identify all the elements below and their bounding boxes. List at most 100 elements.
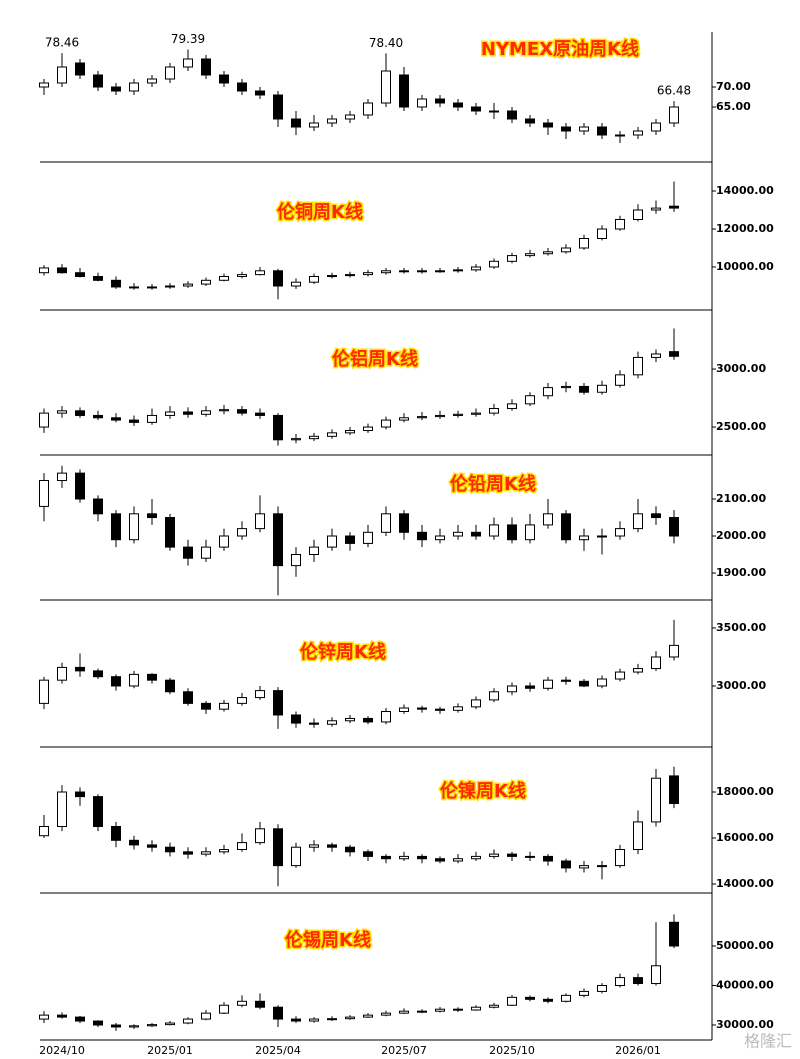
candle-body <box>399 1010 409 1014</box>
candle-body <box>39 82 49 88</box>
candle-body <box>669 921 679 947</box>
candle-body <box>561 126 571 132</box>
candle-body <box>615 374 625 386</box>
high-label: 79.39 <box>171 32 205 46</box>
candle-body <box>435 708 445 711</box>
candle-body <box>399 513 409 533</box>
candle-body <box>255 690 265 699</box>
candle-body <box>255 513 265 530</box>
candle-body <box>633 209 643 220</box>
candle-body <box>93 74 103 88</box>
y-tick-label: 12000.00 <box>716 222 774 235</box>
candle-body <box>345 1016 355 1020</box>
candle-body <box>147 78 157 84</box>
y-tick-label: 65.00 <box>716 100 751 113</box>
candle-body <box>615 528 625 537</box>
candle-body <box>345 846 355 853</box>
candle-body <box>399 270 409 273</box>
candle-body <box>273 1006 283 1020</box>
candle-body <box>111 279 121 288</box>
candle-body <box>669 517 679 537</box>
candle-body <box>93 276 103 281</box>
candle-body <box>183 411 193 415</box>
candle-body <box>489 407 499 414</box>
candle-body <box>291 714 301 724</box>
candle-body <box>309 1018 319 1022</box>
candle-body <box>129 419 139 423</box>
candle-body <box>237 82 247 92</box>
candle-body <box>543 513 553 526</box>
candle-body <box>381 1012 391 1016</box>
candle-body <box>561 860 571 869</box>
candle-body <box>75 1016 85 1022</box>
candle-body <box>165 66 175 80</box>
candle-body <box>435 414 445 418</box>
panel-title: 伦锌周K线 <box>300 641 386 663</box>
candle-body <box>201 1012 211 1020</box>
candle-body <box>129 513 139 541</box>
candle-body <box>579 385 589 393</box>
candle-body <box>543 679 553 689</box>
candle-body <box>507 996 517 1006</box>
candle-body <box>597 126 607 136</box>
candle-body <box>237 697 247 704</box>
high-label: 78.46 <box>45 36 79 50</box>
candle-body <box>489 524 499 537</box>
candle-body <box>93 498 103 515</box>
candle-body <box>453 269 463 272</box>
candle-body <box>201 279 211 285</box>
candle-body <box>57 791 67 828</box>
candle-body <box>111 513 121 541</box>
candle-body <box>399 855 409 860</box>
candle-body <box>57 472 67 482</box>
candle-body <box>381 270 391 274</box>
candle-body <box>579 680 589 687</box>
candle-body <box>255 1000 265 1008</box>
candle-body <box>633 356 643 376</box>
candle-body <box>273 828 283 867</box>
candle-body <box>219 74 229 84</box>
y-tick-label: 2100.00 <box>716 492 766 505</box>
candle-body <box>561 385 571 389</box>
candle-body <box>309 435 319 440</box>
candle-body <box>597 865 607 868</box>
candle-body <box>183 1018 193 1024</box>
y-tick-label: 1900.00 <box>716 566 766 579</box>
candle-body <box>93 796 103 828</box>
candle-body <box>327 432 337 437</box>
candle-body <box>345 717 355 722</box>
y-tick-label: 30000.00 <box>716 1018 774 1031</box>
candle-body <box>579 535 589 541</box>
panel-title: 伦镍周K线 <box>440 780 526 802</box>
y-tick-label: 50000.00 <box>716 939 774 952</box>
candle-body <box>471 106 481 112</box>
panel-title: 伦铅周K线 <box>450 473 536 495</box>
candle-body <box>543 251 553 255</box>
candle-body <box>615 849 625 867</box>
x-tick-label: 2026/01 <box>615 1044 661 1057</box>
candle-body <box>507 685 517 693</box>
candle-body <box>417 416 427 419</box>
high-label: 66.48 <box>657 84 691 98</box>
candle-body <box>129 1025 139 1028</box>
candle-body <box>201 546 211 559</box>
candle-body <box>597 384 607 393</box>
candle-body <box>201 58 211 76</box>
candle-body <box>507 524 517 541</box>
candle-body <box>327 535 337 548</box>
candle-body <box>237 409 247 414</box>
candle-body <box>579 237 589 249</box>
candle-body <box>453 858 463 862</box>
candle-body <box>417 531 427 541</box>
candle-body <box>579 865 589 869</box>
candle-body <box>291 846 301 867</box>
x-tick-label: 2025/04 <box>255 1044 301 1057</box>
y-tick-label: 14000.00 <box>716 877 774 890</box>
y-tick-label: 10000.00 <box>716 260 774 273</box>
candle-body <box>633 668 643 673</box>
candle-body <box>615 134 625 137</box>
candle-body <box>93 1020 103 1026</box>
candle-body <box>633 130 643 136</box>
candle-body <box>291 438 301 441</box>
x-tick-label: 2025/07 <box>381 1044 427 1057</box>
